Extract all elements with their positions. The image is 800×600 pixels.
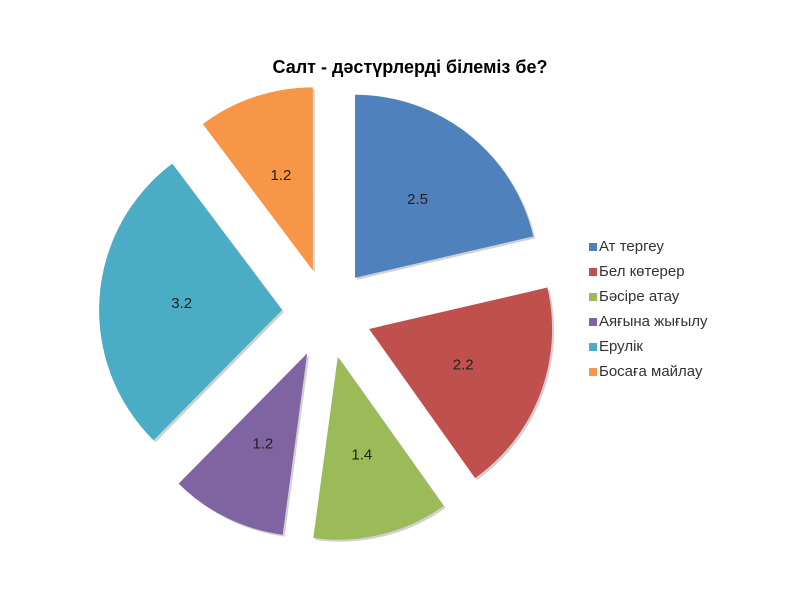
data-label-1: 2.5 <box>407 191 428 208</box>
pie-slice-2 <box>369 287 553 479</box>
data-label-2: 2.2 <box>453 357 474 374</box>
legend-label-2: Бел көтерер <box>599 263 685 280</box>
legend-swatch-2 <box>589 268 597 276</box>
data-label-3: 1.4 <box>351 446 372 463</box>
legend-swatch-1 <box>589 243 597 251</box>
pie-slice-4 <box>178 353 308 535</box>
pie-slices <box>99 87 555 542</box>
legend-label-4: Аяғына жығылу <box>599 313 708 330</box>
pie-slice-3 <box>313 356 444 540</box>
data-label-5: 3.2 <box>171 295 192 312</box>
legend-swatch-4 <box>589 318 597 326</box>
pie-slice-5 <box>99 163 283 441</box>
pie-slice-6 <box>202 87 313 271</box>
data-labels: 2.5 2.2 1.4 1.2 3.2 1.2 <box>171 167 473 464</box>
legend-swatch-6 <box>589 368 597 376</box>
legend-label-5: Ерулік <box>599 338 643 355</box>
chart-title: Салт - дәстүрлерді білеміз бе? <box>273 57 548 77</box>
data-label-6: 1.2 <box>270 167 291 184</box>
legend: Ат тергеу Бел көтерер Бәсіре атау Аяғына жы… <box>589 238 708 380</box>
data-label-4: 1.2 <box>252 436 273 453</box>
legend-label-1: Ат тергеу <box>599 238 664 255</box>
legend-label-3: Бәсіре атау <box>599 288 680 305</box>
legend-label-6: Босаға майлау <box>599 363 703 380</box>
pie-slice-1 <box>354 94 534 278</box>
legend-swatch-3 <box>589 293 597 301</box>
legend-swatch-5 <box>589 343 597 351</box>
